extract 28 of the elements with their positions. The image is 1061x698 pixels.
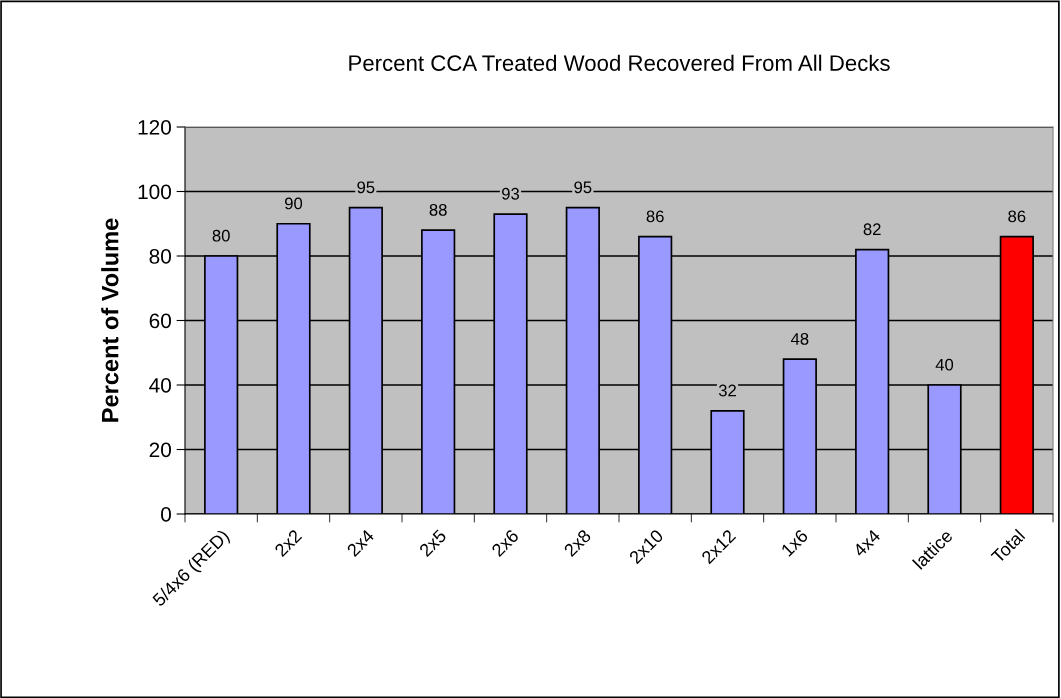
- x-tick-label: 1x6: [780, 528, 809, 557]
- data-label: 95: [574, 181, 592, 194]
- data-label: 32: [718, 384, 736, 397]
- data-label: 90: [285, 197, 303, 210]
- x-tick-label: 2x4: [346, 528, 375, 558]
- y-tick-label: 60: [149, 313, 171, 329]
- data-label: 40: [935, 358, 954, 371]
- x-tick-label: 2x2: [273, 528, 303, 558]
- data-label: 86: [646, 210, 664, 223]
- y-axis-title: Percent of Volume: [101, 218, 119, 422]
- data-label: 93: [502, 187, 520, 200]
- y-tick-label: 120: [138, 120, 171, 135]
- y-tick-label: 20: [149, 442, 171, 458]
- y-tick-label: 0: [161, 507, 171, 522]
- data-label: 88: [429, 203, 447, 216]
- y-tick-label: 80: [149, 249, 171, 264]
- data-label: 86: [1008, 210, 1026, 223]
- x-tick-label: 2x6: [490, 528, 520, 558]
- x-tick-label: 4x4: [852, 528, 882, 558]
- data-label: 95: [357, 181, 375, 194]
- chart-title: Percent CCA Treated Wood Recovered From All Decks: [349, 54, 890, 71]
- x-tick-label: 2x8: [563, 528, 592, 558]
- data-label: 80: [212, 229, 230, 242]
- y-tick-label: 40: [149, 378, 171, 393]
- data-label: 48: [790, 332, 809, 345]
- x-tick-label: 2x5: [418, 528, 448, 558]
- data-label: 82: [863, 223, 881, 236]
- y-tick-label: 100: [138, 184, 171, 200]
